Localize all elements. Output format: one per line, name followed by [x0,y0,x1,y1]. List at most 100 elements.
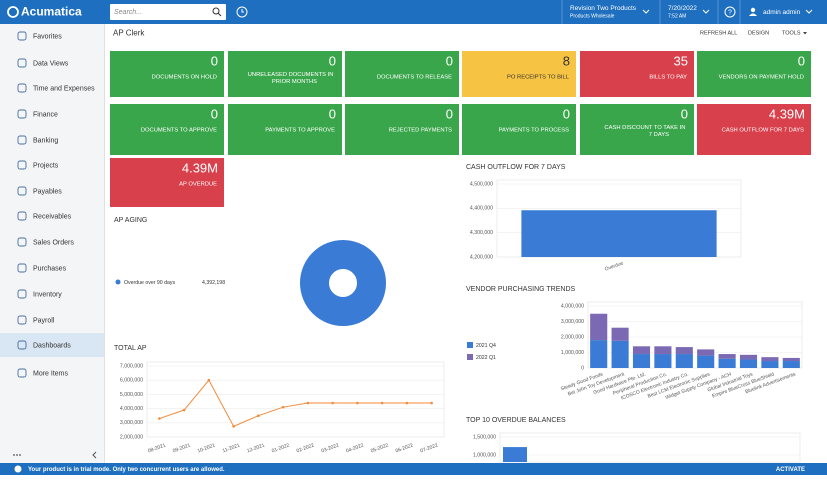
menu-item[interactable]: Payables [33,188,62,195]
tile-value: 0 [446,106,453,121]
bar-segment[interactable] [632,346,651,355]
tile-label: PO RECEIPTS TO BILL [507,75,570,81]
pie-slice[interactable] [300,240,386,326]
menu-item[interactable]: Projects [33,162,59,169]
search-box[interactable] [110,4,226,20]
bar-segment[interactable] [697,349,715,356]
activate-button[interactable]: ACTIVATE [776,467,805,473]
bar-segment[interactable] [739,359,758,368]
x-tick-label: 07-2022 [419,442,439,454]
menu-item[interactable]: Receivables [33,213,72,220]
bar-segment[interactable] [611,340,629,368]
date[interactable]: 7/20/2022 [668,5,697,12]
point[interactable] [306,401,310,405]
point[interactable] [331,401,334,405]
bar-segment[interactable] [739,354,758,360]
point[interactable] [158,417,161,420]
more-dots[interactable] [13,454,15,456]
menu-item[interactable]: Purchases [33,265,67,272]
bar-segment[interactable] [632,354,651,368]
tile[interactable] [580,104,694,155]
point[interactable] [257,414,260,418]
user[interactable]: admin admin [763,9,801,16]
dashboard-actions: REFRESH ALL DESIGN TOOLS [700,30,801,36]
bar-segment[interactable] [718,354,736,359]
tile[interactable] [110,51,224,97]
bar-segment[interactable] [761,361,779,368]
point[interactable] [207,378,211,382]
bar[interactable] [521,210,717,257]
legend-marker [467,342,473,348]
menu-icon [17,368,27,378]
tile[interactable] [462,104,576,155]
user-icon[interactable] [750,7,756,13]
bar-segment[interactable] [761,357,779,362]
menu-item[interactable]: Banking [33,137,58,144]
bar-segment[interactable] [697,355,715,368]
menu-icon [17,83,27,93]
bar[interactable] [503,447,527,462]
y-tick-label: 4,400,000 [470,206,493,212]
menu-item[interactable]: Payroll [33,317,55,324]
bar-segment[interactable] [675,347,693,355]
tile[interactable] [697,104,811,155]
bar-segment[interactable] [654,346,672,355]
menu-item[interactable]: More Items [33,370,69,377]
point[interactable] [232,425,235,428]
trial-banner [0,463,827,475]
menu-item[interactable]: Sales Orders [33,239,74,246]
tile[interactable] [345,104,459,155]
tile[interactable] [228,104,342,155]
tile-label: DOCUMENTS ON HOLD [152,75,217,81]
bar-segment[interactable] [590,313,608,341]
chevron[interactable] [805,9,813,14]
tile[interactable] [110,158,224,207]
bar-segment[interactable] [654,354,672,368]
point[interactable] [380,401,384,405]
legend-label: 2022 Q1 [476,355,496,361]
y-tick-label: 3,000,000 [561,319,584,325]
bar-segment[interactable] [590,340,608,368]
menu-item[interactable]: Time and Expenses [33,85,95,92]
action-button[interactable]: DESIGN [748,30,769,36]
tile[interactable] [580,51,694,97]
x-tick-label: 01-2022 [271,442,291,454]
collapse-button[interactable] [92,451,97,459]
bar-segment[interactable] [675,354,693,368]
history-icon[interactable] [236,6,248,18]
logo[interactable]: Acumatica [21,5,82,19]
company[interactable]: Revision Two Products [570,5,637,12]
point[interactable] [356,401,359,405]
value-label: 4,392,198 [202,280,225,286]
chevron[interactable] [642,9,650,14]
point[interactable] [430,401,433,405]
bar-segment[interactable] [611,327,629,341]
menu-item[interactable]: Finance [33,111,58,118]
menu-item[interactable]: Favorites [33,33,62,40]
chevron[interactable] [702,9,710,14]
tile[interactable] [462,51,576,97]
action-button[interactable]: REFRESH ALL [700,30,737,36]
tile[interactable] [110,104,224,155]
tile[interactable] [345,51,459,97]
bar-segment[interactable] [782,357,800,362]
point[interactable] [405,401,409,405]
menu-item[interactable]: Dashboards [33,342,71,349]
search-icon[interactable] [212,7,220,15]
tile[interactable] [697,51,811,97]
help-icon[interactable] [724,6,736,18]
menu-item[interactable]: Inventory [33,291,62,298]
tile-value: 4.39M [769,106,805,121]
action-button[interactable]: TOOLS [782,30,801,36]
bar-segment[interactable] [782,361,800,368]
dropdown-arrow[interactable] [803,32,807,35]
menu-icon [17,135,27,145]
bar-segment[interactable] [718,358,736,368]
point[interactable] [182,408,186,412]
tile[interactable] [228,51,342,97]
search-icon [217,12,222,17]
point[interactable] [281,405,285,409]
y-tick-label: 0 [581,365,584,371]
menu-item[interactable]: Data Views [33,60,69,67]
x-tick-label: 08-2021 [147,442,167,454]
